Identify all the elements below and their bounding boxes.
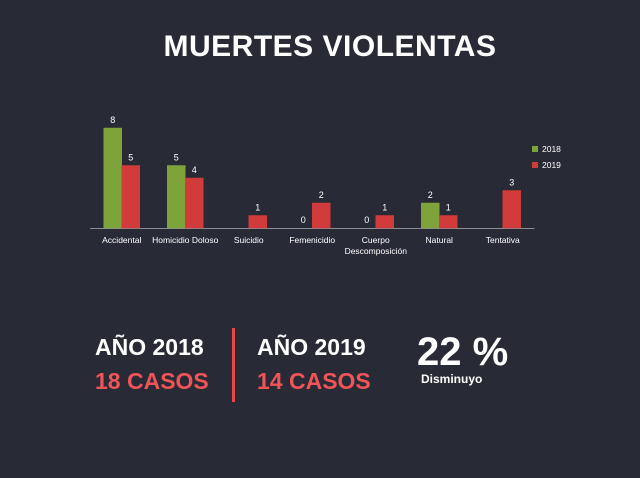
x-tick-label-3: Femenicidio xyxy=(289,235,335,245)
legend-swatch-2019 xyxy=(532,162,538,168)
bar-2018-1 xyxy=(167,165,186,229)
data-label-2019-6: 3 xyxy=(509,178,514,188)
x-tick-label-0: Accidental xyxy=(102,235,141,245)
data-label-2018-0: 8 xyxy=(110,115,115,125)
chart-title: MUERTES VIOLENTAS xyxy=(163,30,497,63)
x-tick-label-4-1: Descomposición xyxy=(345,246,408,256)
x-tick-label-4: Cuerpo xyxy=(362,235,390,245)
percent-change: 22 % xyxy=(417,330,509,374)
legend-swatch-2018 xyxy=(532,146,538,152)
year-2018-label: AÑO 2018 xyxy=(95,334,204,360)
data-label-2019-1: 4 xyxy=(192,165,197,175)
data-label-2019-4: 1 xyxy=(382,203,387,213)
bar-chart: 8 5 Accidental 5 4 Homicidio Doloso 1 Suicidio 0… xyxy=(90,115,561,256)
x-tick-label-5: Natural xyxy=(426,235,454,245)
legend-entry-2019: 2019 xyxy=(542,160,561,170)
x-tick-label-1: Homicidio Doloso xyxy=(152,235,218,245)
bar-2019-5 xyxy=(439,215,458,229)
bar-2019-3 xyxy=(312,202,331,229)
bar-2019-4 xyxy=(375,215,394,229)
bar-2019-2 xyxy=(248,215,267,229)
data-label-2018-3: 0 xyxy=(301,215,306,225)
year-2019-label: AÑO 2019 xyxy=(257,334,366,360)
bar-2019-1 xyxy=(185,177,204,229)
bar-2019-0 xyxy=(121,165,140,229)
data-label-2018-1: 5 xyxy=(174,153,179,163)
year-2019-cases: 14 CASOS xyxy=(257,368,371,394)
data-label-2019-0: 5 xyxy=(128,153,133,163)
x-tick-label-6: Tentativa xyxy=(486,235,520,245)
bar-2018-0 xyxy=(103,127,122,229)
data-label-2019-5: 1 xyxy=(446,203,451,213)
legend-entry-2018: 2018 xyxy=(542,144,561,154)
data-label-2018-4: 0 xyxy=(364,215,369,225)
data-label-2018-5: 2 xyxy=(428,190,433,200)
percent-note: Disminuyo xyxy=(421,372,483,386)
year-2018-cases: 18 CASOS xyxy=(95,368,209,394)
bar-2019-6 xyxy=(502,190,521,229)
x-tick-label-2: Suicidio xyxy=(234,235,264,245)
data-label-2019-3: 2 xyxy=(319,190,324,200)
bar-2018-5 xyxy=(421,202,440,229)
data-label-2019-2: 1 xyxy=(255,203,260,213)
divider xyxy=(232,328,235,402)
